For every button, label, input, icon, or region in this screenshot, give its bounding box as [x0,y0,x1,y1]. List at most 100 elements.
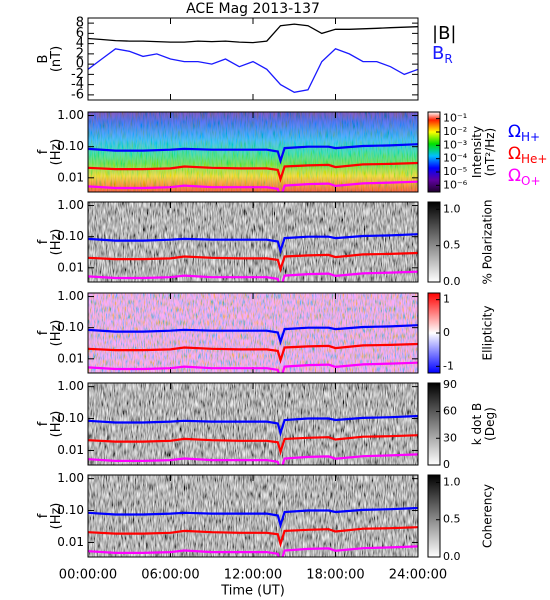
series-group [88,414,418,465]
colorbar [427,201,441,283]
series-group [88,324,418,373]
colorbar-tick-label: 0.0 [443,550,461,563]
legend-name: Ω [508,144,521,164]
colorbar-tick-label: 1.0 [443,202,461,215]
series-group [88,506,418,557]
y-axis-label: f [36,421,51,426]
colorbar-label: % Polarization [481,200,495,285]
series-line [88,526,418,548]
series-line [88,506,418,529]
y-tick-label: 0.10 [57,320,84,334]
legend-subscript: R [444,52,452,66]
series-line [88,180,418,192]
y-axis-label: f [36,239,51,244]
x-tick-label: 06:00:00 [141,568,199,583]
plot-frame [87,474,419,558]
legend-name: Ω [508,166,521,186]
y-tick-label: 0.01 [57,170,84,184]
series-line [88,434,418,456]
plot-frame [87,382,419,466]
series-line [88,143,418,165]
x-tick-label: 18:00:00 [306,568,364,583]
colorbar [427,111,441,193]
legend-name: |B| [432,23,456,44]
y-axis-label: (Hz) [49,503,64,530]
spectrogram-texture [88,112,418,192]
colorbar-tick-label: 0 [443,458,450,471]
legend-label: BR [432,43,453,66]
y-tick-label: 1.00 [57,289,84,303]
y-axis-label: (Hz) [49,229,64,256]
colorbar-tick-label: 0.5 [443,239,461,252]
colorbar [427,474,441,558]
y-tick-label: 1.00 [57,471,84,485]
x-tick-label: 00:00:00 [59,568,117,583]
colorbar-tick-label: 10⁻¹ [443,112,467,125]
y-axis-label: (Hz) [49,320,64,347]
spectrogram-texture [88,475,418,557]
colorbar-label: (nT²/Hz) [483,128,497,176]
series-line [88,233,418,255]
y-tick-label: 0 [76,57,84,72]
y-tick-label: 0.01 [57,351,84,365]
y-axis-label: (nT) [49,46,64,72]
y-tick-label: -4 [71,77,84,92]
colorbar-tick-label: 10⁻⁴ [443,152,468,165]
series-line [88,161,418,183]
y-tick-label: 0.10 [57,411,84,425]
colorbar-label: Coherency [481,484,495,548]
y-tick-label: 6 [76,26,84,41]
colorbar-tick-label: 60 [443,405,457,418]
colorbar-tick-label: 10⁻² [443,125,467,138]
series-line [88,414,418,437]
series-line [88,251,418,273]
y-tick-label: 2 [76,46,84,61]
x-tick-label: 24:00:00 [389,568,447,583]
colorbar [427,382,441,466]
colorbar-label: Intensity [470,126,484,178]
plot-frame [87,292,419,374]
y-axis-label: f [36,149,51,154]
series-line [88,48,418,93]
legend-subscript: H+ [521,130,540,144]
x-tick-label: 12:00:00 [224,568,282,583]
y-axis-label: f [36,330,51,335]
legend-label: ΩH+ [508,122,540,144]
series-group [88,143,418,192]
colorbar-tick-label: 0.5 [443,513,461,526]
colorbar-tick-label: 1 [443,293,450,306]
colorbar-tick-label: 10⁻⁶ [443,178,468,191]
series-line [88,23,418,44]
plot-frame [87,201,419,283]
legend-subscript: O+ [521,174,541,188]
legend-label: ΩHe+ [508,144,547,166]
series-group [88,23,418,93]
series-line [88,324,418,346]
colorbar-tick-label: 90 [443,378,457,391]
series-line [88,453,418,465]
plot-frame [87,111,419,193]
chart-title: ACE Mag 2013-137 [186,1,320,17]
y-tick-label: 0.10 [57,503,84,517]
colorbar-label: (Deg) [483,407,497,441]
y-axis-label: f [36,513,51,518]
plot-frame [87,17,419,101]
colorbar-label: Ellipticity [481,306,495,361]
spectrogram-texture [88,383,418,465]
colorbar-tick-label: 10⁻³ [443,138,467,151]
series-line [88,361,418,373]
colorbar-label: k dot B [470,403,484,445]
series-group [88,233,418,282]
y-tick-label: -6 [71,87,84,102]
colorbar-tick-label: -1 [443,359,454,372]
y-axis-label: B [36,55,51,64]
legend-name: B [432,43,444,64]
y-tick-label: 1.00 [57,379,84,393]
y-tick-label: 0.10 [57,139,84,153]
y-tick-label: -2 [71,67,84,82]
legend-label: |B| [432,23,456,44]
x-axis-label: Time (UT) [220,584,285,599]
y-tick-label: 0.01 [57,443,84,457]
colorbar-tick-label: 0 [443,326,450,339]
